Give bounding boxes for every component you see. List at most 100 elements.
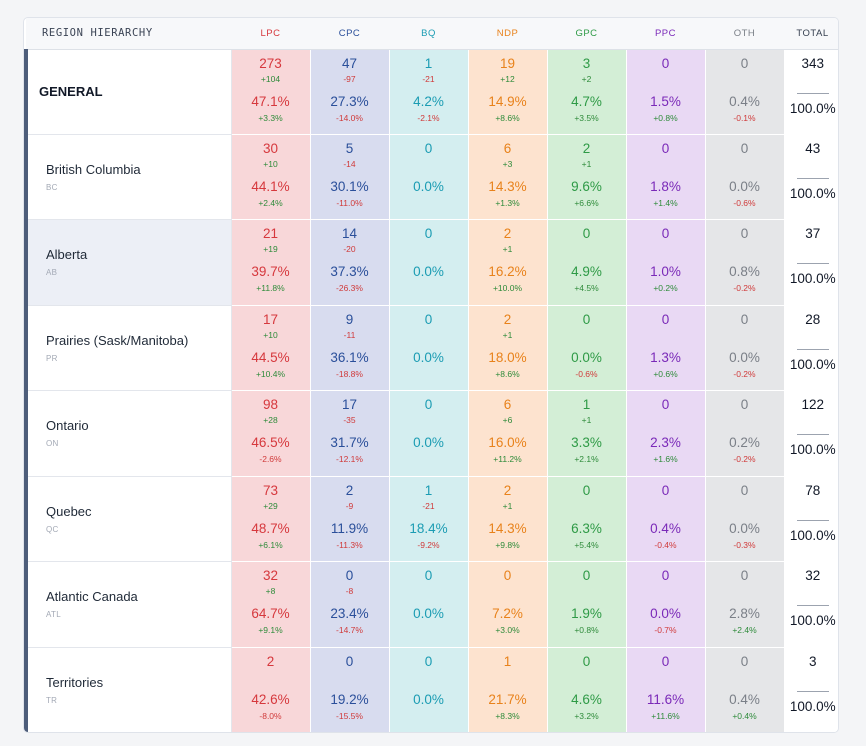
seat-change (390, 159, 468, 170)
vote-share: 36.1% (330, 349, 369, 365)
party-cell-lpc: 73 +29 48.7% +6.1% (231, 476, 311, 562)
region-code: ON (46, 439, 59, 449)
vote-share-change: +2.4% (258, 197, 283, 208)
seat-count: 19 (499, 55, 516, 71)
seat-count: 0 (503, 568, 512, 583)
seat-change (390, 244, 468, 255)
seat-change: +10 (263, 158, 278, 169)
seat-count: 47 (341, 55, 358, 71)
seat-count: 30 (262, 140, 279, 156)
total-seats: 122 (801, 397, 825, 412)
column-header-total[interactable]: TOTAL (784, 18, 838, 50)
seat-count: 0 (740, 653, 749, 669)
region-hierarchy-header[interactable]: REGION HIERARCHY (26, 18, 231, 50)
party-cell-lpc: 273 +104 47.1% +3.3% (231, 49, 311, 135)
seat-count: 0 (582, 482, 591, 498)
total-divider (796, 263, 829, 264)
region-name: Prairies (Sask/Manitoba) (46, 332, 189, 348)
vote-share: 1.8% (650, 178, 681, 194)
seat-change: +1 (581, 415, 592, 425)
region-row[interactable]: Quebec QC 73 +29 48.7% +6.1% 2 -9 11.9% -11.3% 1 -2… (24, 476, 838, 562)
vote-share-change: -18.8% (336, 368, 363, 379)
seat-change: -14 (343, 158, 356, 169)
seat-change (548, 244, 626, 255)
total-cell: 28 100.0% (783, 305, 838, 391)
vote-share-change: +5.4% (574, 539, 599, 550)
party-cell-gpc: 3 +2 4.7% +3.5% (547, 49, 627, 135)
vote-share: 23.4% (330, 606, 369, 621)
total-cell: 78 100.0% (783, 476, 838, 562)
region-cell[interactable]: Alberta AB (24, 219, 232, 306)
total-cell: 43 100.0% (783, 134, 838, 220)
vote-share: 31.7% (330, 435, 369, 450)
total-percent: 100.0% (789, 527, 836, 543)
vote-share: 30.1% (330, 178, 369, 194)
party-cell-ndp: 2 +1 14.3% +9.8% (468, 476, 548, 562)
region-cell[interactable]: GENERAL (24, 49, 232, 135)
region-row[interactable]: British Columbia BC 30 +10 44.1% +2.4% 5 -14 30.… (24, 134, 838, 220)
region-row[interactable]: Ontario ON 98 +28 46.5% -2.6% 17 -35 31.7% -12.1%… (24, 390, 838, 477)
vote-share-change: +8.6% (495, 112, 520, 123)
seat-change: -21 (422, 73, 435, 84)
seat-count: 98 (262, 397, 279, 412)
seat-change: -35 (343, 415, 356, 425)
vote-share-change: +1.4% (653, 197, 678, 208)
vote-share: 14.9% (488, 93, 527, 109)
vote-share-change: -8.0% (259, 710, 282, 721)
seat-count: 17 (262, 311, 279, 327)
seat-count: 2 (582, 140, 591, 156)
party-cell-cpc: 47 -97 27.3% -14.0% (310, 49, 390, 135)
column-header-bq[interactable]: BQ (389, 18, 468, 50)
seat-change (390, 415, 468, 426)
party-cell-oth: 0 0.4% +0.4% (705, 647, 785, 732)
region-cell[interactable]: Prairies (Sask/Manitoba) PR (24, 305, 232, 391)
region-cell[interactable]: Atlantic Canada ATL (24, 561, 232, 648)
party-cell-ppc: 0 0.4% -0.4% (626, 476, 706, 562)
vote-share-change: +10.4% (255, 368, 286, 379)
party-cell-ppc: 0 1.3% +0.6% (626, 305, 706, 391)
seat-count: 0 (661, 397, 670, 412)
region-name: Atlantic Canada (46, 589, 138, 605)
vote-share-change: -12.1% (336, 454, 363, 464)
vote-share-change (390, 454, 468, 465)
column-header-cpc[interactable]: CPC (310, 18, 389, 50)
seat-change (390, 330, 468, 341)
region-cell[interactable]: British Columbia BC (24, 134, 232, 220)
seat-change (232, 672, 310, 683)
seat-count: 0 (424, 311, 433, 327)
column-header-ndp[interactable]: NDP (468, 18, 547, 50)
seat-count: 0 (424, 140, 433, 156)
column-header-oth[interactable]: OTH (705, 18, 784, 50)
column-header-ppc[interactable]: PPC (626, 18, 705, 50)
seat-count: 17 (341, 397, 358, 412)
total-percent: 100.0% (789, 698, 836, 714)
region-cell[interactable]: Territories TR (24, 647, 232, 732)
region-row[interactable]: Prairies (Sask/Manitoba) PR 17 +10 44.5% +10.… (24, 305, 838, 391)
region-code: TR (46, 695, 58, 705)
region-row[interactable]: Alberta AB 21 +19 39.7% +11.8% 14 -20 37.3% -26.3… (24, 219, 838, 306)
region-row[interactable]: Atlantic Canada ATL 32 +8 64.7% +9.1% 0 -8 23.4%… (24, 561, 838, 648)
region-row[interactable]: Territories TR 2 42.6% -8.0% 0 19.2% -15.5% 0 0.0… (24, 647, 838, 732)
seat-count: 3 (582, 55, 591, 71)
column-header-lpc[interactable]: LPC (231, 18, 310, 50)
vote-share-change: +1.3% (495, 197, 520, 208)
vote-share: 7.2% (492, 606, 523, 621)
total-divider (796, 348, 829, 350)
seat-change: +1 (581, 158, 592, 169)
region-cell[interactable]: Quebec QC (24, 476, 232, 562)
seat-change: -21 (422, 500, 435, 511)
party-cell-ppc: 0 11.6% +11.6% (626, 647, 706, 732)
vote-share: 6.3% (571, 520, 602, 536)
seat-change: +12 (500, 73, 515, 84)
general-row[interactable]: GENERAL 273 +104 47.1% +3.3% 47 -97 27.3% -14.0%… (24, 49, 838, 135)
vote-share-change: -2.1% (417, 112, 440, 123)
vote-share-change: +8.6% (495, 368, 520, 379)
region-cell[interactable]: Ontario ON (24, 390, 232, 477)
vote-share-change: -0.6% (575, 368, 598, 379)
seat-count: 0 (424, 397, 433, 412)
total-seats: 43 (805, 140, 821, 156)
party-cell-gpc: 0 0.0% -0.6% (547, 305, 627, 391)
seat-change: +2 (581, 73, 592, 84)
column-header-gpc[interactable]: GPC (547, 18, 626, 50)
vote-share: 21.7% (488, 691, 527, 707)
